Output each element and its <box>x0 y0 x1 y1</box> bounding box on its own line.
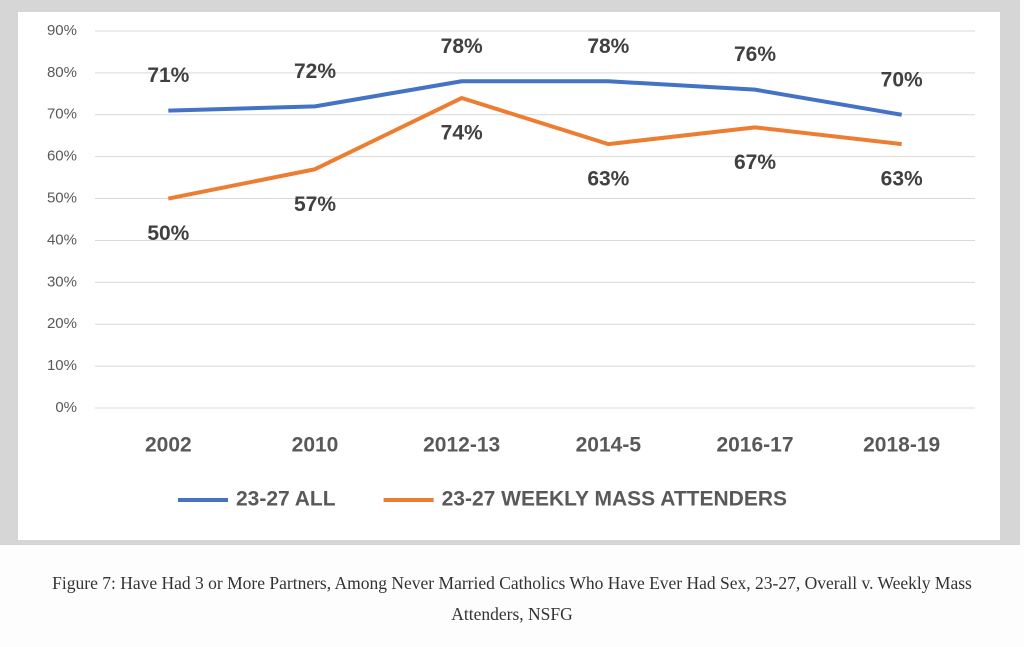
y-tick-label: 90% <box>47 22 77 39</box>
y-tick-label: 80% <box>47 64 77 81</box>
series-line <box>168 79 903 117</box>
data-label: 70% <box>881 68 923 91</box>
data-label: 63% <box>587 168 629 191</box>
data-label: 78% <box>587 35 629 58</box>
y-tick-label: 70% <box>47 106 77 123</box>
y-tick-label: 0% <box>55 399 77 416</box>
y-tick-label: 20% <box>47 315 77 332</box>
chart: 0% 10% 20% 30% 40% 50% 60% 70% 80% 90% 2002 2010 201… <box>18 12 1000 540</box>
y-tick-label: 10% <box>47 357 77 374</box>
y-tick-label: 40% <box>47 231 77 248</box>
legend-label: 23-27 ALL <box>236 488 336 511</box>
data-label: 76% <box>734 43 776 66</box>
data-label: 57% <box>294 193 336 216</box>
x-tick-label: 2010 <box>292 434 339 457</box>
x-tick-label: 2016-17 <box>716 434 793 457</box>
y-tick-label: 50% <box>47 190 77 207</box>
x-tick-label: 2014-5 <box>576 434 642 457</box>
data-label: 50% <box>147 222 189 245</box>
x-tick-label: 2012-13 <box>423 434 500 457</box>
x-tick-label: 2002 <box>145 434 192 457</box>
data-label: 67% <box>734 151 776 174</box>
data-label: 74% <box>441 122 483 145</box>
y-tick-label: 60% <box>47 148 77 165</box>
legend-label: 23-27 WEEKLY MASS ATTENDERS <box>442 488 787 511</box>
data-label: 72% <box>294 60 336 83</box>
x-tick-label: 2018-19 <box>863 434 940 457</box>
data-label: 78% <box>441 35 483 58</box>
figure-caption: Figure 7: Have Had 3 or More Partners, A… <box>52 573 972 624</box>
data-label: 71% <box>147 64 189 87</box>
data-label: 63% <box>881 168 923 191</box>
series-line <box>167 96 902 201</box>
y-tick-label: 30% <box>47 273 77 290</box>
